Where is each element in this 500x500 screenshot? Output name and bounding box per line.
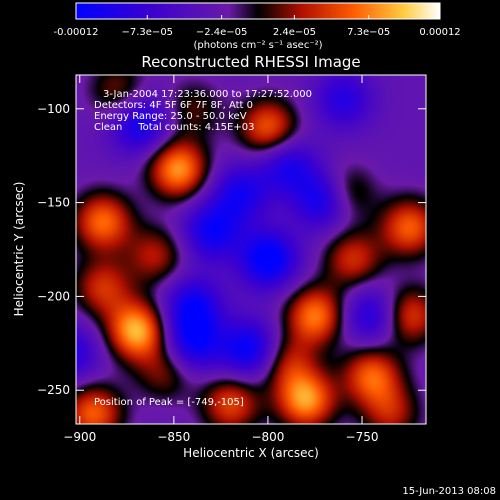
heatmap-area — [75, 74, 427, 425]
colorbar-ticks: -0.00012 −7.3e−05 −2.4e−05 2.4e−05 7.3e−05 0.… — [54, 15, 461, 38]
y-axis: −100 −150 −200 −250 — [37, 102, 426, 397]
footer-date: 15-Jun-2013 08:08 — [402, 486, 496, 497]
y-tick-label: −100 — [37, 102, 70, 116]
x-tick-label: −750 — [346, 430, 379, 444]
x-tick-label: −800 — [251, 430, 284, 444]
y-tick-label: −250 — [37, 383, 70, 397]
x-axis-label: Heliocentric X (arcsec) — [183, 446, 319, 460]
plot-frame — [75, 74, 427, 425]
annotation-time: 3-Jan-2004 17:23:36.000 to 17:27:52.000 — [103, 89, 312, 100]
annotation-detectors: Detectors: 4F 5F 6F 7F 8F, Att 0 — [94, 100, 253, 111]
annotation-block: 3-Jan-2004 17:23:36.000 to 17:27:52.000 … — [94, 89, 312, 408]
y-axis-label: Heliocentric Y (arcsec) — [12, 182, 26, 317]
y-tick-label: −200 — [37, 289, 70, 303]
colorbar-tick-label: 2.4e−05 — [273, 27, 316, 38]
colorbar-tick-label: 7.3e−05 — [347, 27, 390, 38]
x-tick-label: −900 — [63, 430, 96, 444]
colorbar-tick-label: 0.00012 — [419, 27, 460, 38]
colorbar — [75, 2, 441, 20]
colorbar-tick-label: -0.00012 — [54, 27, 99, 38]
x-tick-label: −850 — [157, 430, 190, 444]
x-axis: −900 −850 −800 −750 — [63, 75, 379, 444]
colorbar-units-label: (photons cm⁻² s⁻¹ asec⁻²) — [193, 40, 322, 51]
peak-position-label: Position of Peak = [-749,-105] — [94, 397, 244, 408]
colorbar-tick-label: −7.3e−05 — [122, 27, 174, 38]
chart-title: Reconstructed RHESSI Image — [141, 53, 360, 71]
colorbar-tick-label: −2.4e−05 — [196, 27, 248, 38]
annotation-energy: Energy Range: 25.0 - 50.0 keV — [94, 111, 247, 122]
y-tick-label: −150 — [37, 196, 70, 210]
annotation-clean: Clean Total counts: 4.15E+03 — [94, 122, 254, 133]
heatmap-canvas — [76, 75, 426, 424]
